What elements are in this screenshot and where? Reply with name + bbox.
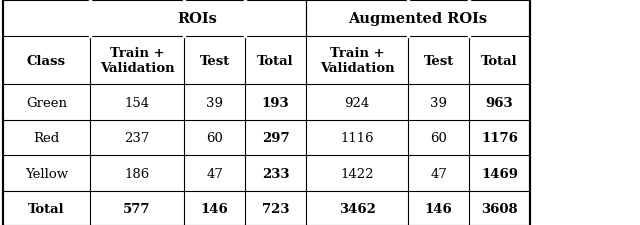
Text: 1176: 1176 <box>481 132 518 144</box>
Text: 39: 39 <box>430 96 447 109</box>
Text: 60: 60 <box>206 132 223 144</box>
Text: 723: 723 <box>262 202 289 215</box>
Text: Red: Red <box>33 132 60 144</box>
Text: 47: 47 <box>206 167 223 180</box>
Text: 963: 963 <box>486 96 513 109</box>
Text: 577: 577 <box>124 202 150 215</box>
Text: Total: Total <box>481 54 518 67</box>
Text: 146: 146 <box>425 202 452 215</box>
Text: Train +
Validation: Train + Validation <box>320 47 394 75</box>
Text: Yellow: Yellow <box>25 167 68 180</box>
Text: 3462: 3462 <box>339 202 376 215</box>
Text: 1469: 1469 <box>481 167 518 180</box>
Text: 60: 60 <box>430 132 447 144</box>
Text: 924: 924 <box>344 96 370 109</box>
Text: ROIs: ROIs <box>178 12 218 26</box>
Text: Train +
Validation: Train + Validation <box>100 47 174 75</box>
Text: Green: Green <box>26 96 67 109</box>
Text: Augmented ROIs: Augmented ROIs <box>348 12 488 26</box>
Text: 146: 146 <box>201 202 228 215</box>
Text: Total: Total <box>257 54 294 67</box>
Text: 297: 297 <box>262 132 289 144</box>
Text: Class: Class <box>27 54 66 67</box>
Text: 233: 233 <box>262 167 289 180</box>
Text: Test: Test <box>200 54 230 67</box>
Text: 3608: 3608 <box>481 202 518 215</box>
Text: 237: 237 <box>124 132 150 144</box>
Text: 1116: 1116 <box>340 132 374 144</box>
Text: 154: 154 <box>124 96 150 109</box>
Text: Total: Total <box>28 202 65 215</box>
Text: 186: 186 <box>124 167 150 180</box>
Text: 1422: 1422 <box>340 167 374 180</box>
Text: 47: 47 <box>430 167 447 180</box>
Text: 39: 39 <box>206 96 223 109</box>
Text: Test: Test <box>424 54 454 67</box>
Text: 193: 193 <box>262 96 289 109</box>
